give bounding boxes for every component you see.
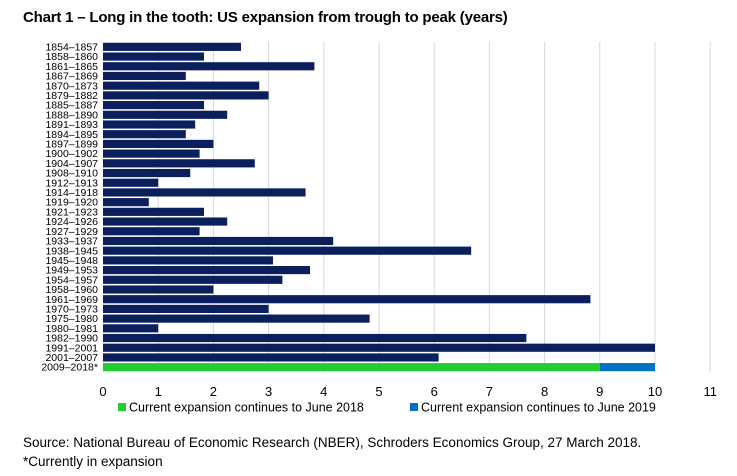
category-label: 1933–1937 — [45, 236, 98, 248]
legend: Current expansion continues to June 2018… — [118, 401, 656, 415]
category-label: 1945–1948 — [45, 255, 98, 267]
legend-label: Current expansion continues to June 2019 — [421, 401, 656, 415]
category-label: 1982–1990 — [45, 333, 98, 345]
category-label: 1891–1893 — [45, 119, 98, 131]
bar — [103, 130, 186, 139]
x-tick-label: 10 — [648, 384, 662, 399]
bar — [103, 295, 591, 304]
legend-swatch — [410, 403, 418, 411]
chart-title: Chart 1 – Long in the tooth: US expansio… — [23, 9, 508, 26]
bar — [103, 139, 214, 148]
category-label: 1938–1945 — [45, 245, 98, 257]
category-label: 1897–1899 — [45, 139, 98, 151]
category-labels: 1854–18571858–18601861–18651867–18691870… — [41, 41, 98, 373]
x-tick-label: 4 — [320, 384, 327, 399]
bar — [103, 168, 191, 178]
category-label: 1861–1865 — [45, 61, 98, 73]
category-label: 1867–1869 — [45, 71, 98, 83]
category-label: 1885–1887 — [45, 100, 98, 112]
category-label: 1894–1895 — [45, 129, 98, 141]
bar — [103, 363, 600, 372]
x-tick-label: 0 — [99, 384, 106, 399]
category-label: 1961–1969 — [45, 294, 98, 306]
x-tick-label: 8 — [541, 384, 548, 399]
bar — [103, 42, 241, 51]
bar — [103, 246, 472, 255]
x-tick-label: 11 — [703, 384, 717, 399]
category-label: 1900–1902 — [45, 148, 98, 160]
bar — [103, 91, 269, 100]
bar — [103, 110, 228, 119]
category-label: 1870–1873 — [45, 80, 98, 92]
bar — [103, 101, 205, 110]
category-label: 1921–1923 — [45, 206, 98, 218]
category-label: 1980–1981 — [45, 323, 98, 335]
category-label: 1970–1973 — [45, 304, 98, 316]
bar — [103, 71, 186, 81]
bar — [103, 198, 149, 207]
bar — [103, 236, 334, 246]
x-tick-label: 1 — [155, 384, 162, 399]
bar — [103, 333, 527, 343]
x-tick-labels: 0 1 2 3 4 5 6 7 8 9 10 11 — [99, 384, 717, 399]
category-label: 2001–2007 — [45, 352, 98, 364]
category-label: 1888–1890 — [45, 109, 98, 121]
bar — [103, 314, 370, 323]
x-tick-label: 5 — [375, 384, 382, 399]
bar — [103, 285, 214, 294]
bar — [103, 227, 200, 236]
bar — [103, 207, 205, 216]
category-label: 2009–2018* — [41, 362, 98, 374]
category-label: 1879–1882 — [45, 90, 98, 102]
source-note: Source: National Bureau of Economic Rese… — [23, 433, 641, 471]
category-label: 1958–1960 — [45, 284, 98, 296]
bar — [103, 120, 196, 129]
bar — [103, 188, 306, 197]
category-label: 1914–1918 — [45, 187, 98, 199]
bar — [103, 149, 200, 158]
bar — [103, 81, 260, 90]
category-label: 1954–1957 — [45, 274, 98, 286]
bars — [103, 42, 655, 372]
x-tick-label: 3 — [265, 384, 272, 399]
x-tick-label: 2 — [210, 384, 217, 399]
bar — [103, 353, 439, 362]
category-label: 1908–1910 — [45, 168, 98, 180]
x-tick-label: 7 — [486, 384, 493, 399]
category-label: 1919–1920 — [45, 197, 98, 209]
bar — [103, 324, 159, 333]
legend-swatch — [118, 403, 126, 411]
bar-chart: 1854–18571858–18601861–18651867–18691870… — [41, 41, 717, 415]
category-label: 1904–1907 — [45, 158, 98, 170]
bar — [103, 275, 283, 284]
bar — [103, 178, 159, 187]
bar — [103, 52, 205, 61]
bar — [103, 217, 228, 226]
category-label: 1949–1953 — [45, 265, 98, 277]
footnote: *Currently in expansion — [23, 454, 163, 469]
bar — [103, 266, 310, 275]
bar — [103, 62, 315, 71]
category-label: 1858–1860 — [45, 51, 98, 63]
bar — [103, 159, 255, 168]
category-label: 1854–1857 — [45, 41, 98, 53]
category-label: 1975–1980 — [45, 313, 98, 325]
bar — [103, 304, 269, 313]
category-label: 1912–1913 — [45, 177, 98, 189]
category-label: 1927–1929 — [45, 226, 98, 238]
legend-label: Current expansion continues to June 2018 — [129, 401, 364, 415]
source-line: Source: National Bureau of Economic Rese… — [23, 435, 642, 450]
bar — [103, 343, 655, 352]
category-label: 1924–1926 — [45, 216, 98, 228]
bar — [103, 256, 274, 265]
bar — [599, 363, 655, 372]
x-tick-label: 9 — [596, 384, 603, 399]
x-tick-label: 6 — [431, 384, 438, 399]
category-label: 1991–2001 — [45, 342, 98, 354]
